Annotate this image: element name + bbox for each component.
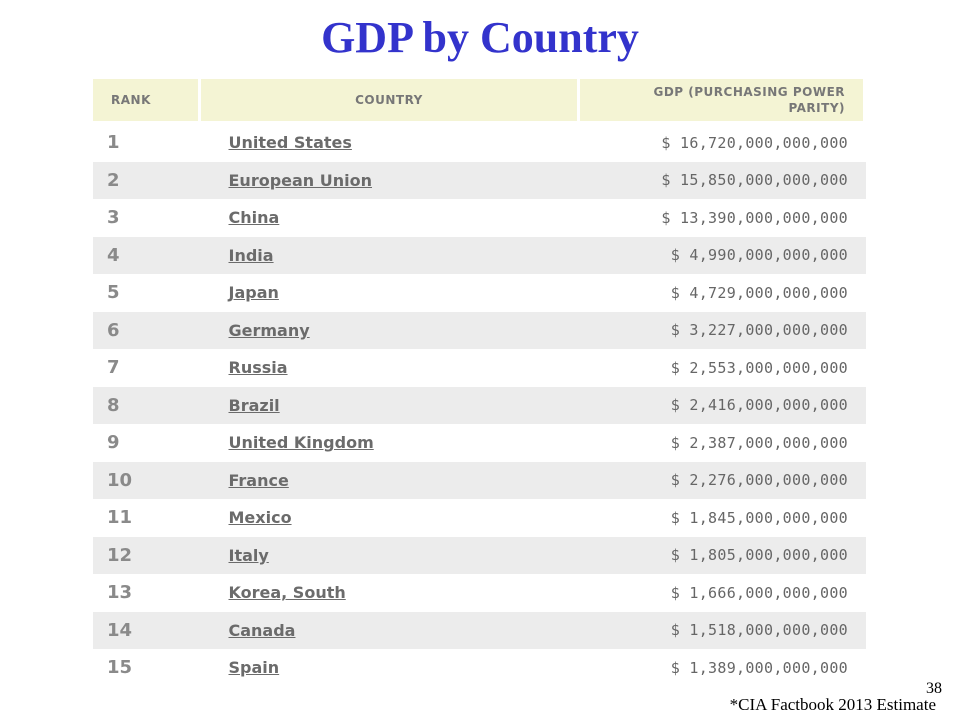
table-body: 1 United States $ 16,720,000,000,000 2 Europ… <box>93 124 866 687</box>
gdp-cell: $ 2,276,000,000,000 <box>578 461 866 499</box>
country-cell: Italy <box>199 536 579 574</box>
gdp-cell: $ 3,227,000,000,000 <box>578 311 866 349</box>
country-link[interactable]: India <box>228 245 274 265</box>
country-link[interactable]: China <box>228 208 280 228</box>
table-row: 7 Russia $ 2,553,000,000,000 <box>93 349 866 387</box>
table-header-row: RANK COUNTRY GDP (PURCHASING POWER PARIT… <box>93 79 866 121</box>
table-row: 9 United Kingdom $ 2,387,000,000,000 <box>93 424 866 462</box>
country-link[interactable]: Brazil <box>228 395 280 415</box>
rank-cell: 10 <box>93 461 200 499</box>
country-link[interactable]: United States <box>228 133 352 153</box>
rank-cell: 15 <box>93 649 200 687</box>
table-row: 15 Spain $ 1,389,000,000,000 <box>93 649 866 687</box>
header-gdp: GDP (PURCHASING POWER PARITY) <box>578 79 866 121</box>
gdp-cell: $ 13,390,000,000,000 <box>578 199 866 237</box>
gdp-table: RANK COUNTRY GDP (PURCHASING POWER PARIT… <box>93 79 866 687</box>
country-link[interactable]: France <box>228 470 289 490</box>
gdp-cell: $ 1,389,000,000,000 <box>578 649 866 687</box>
gdp-cell: $ 15,850,000,000,000 <box>578 161 866 199</box>
gdp-cell: $ 1,805,000,000,000 <box>578 536 866 574</box>
header-country: COUNTRY <box>199 79 580 121</box>
header-spacer <box>93 121 866 124</box>
table-row: 1 United States $ 16,720,000,000,000 <box>93 124 866 162</box>
rank-cell: 13 <box>93 574 200 612</box>
country-link[interactable]: Japan <box>228 283 279 303</box>
country-cell: India <box>199 236 579 274</box>
country-cell: Spain <box>199 649 579 687</box>
rank-cell: 1 <box>93 124 200 162</box>
gdp-cell: $ 1,518,000,000,000 <box>578 611 866 649</box>
country-link[interactable]: Russia <box>228 358 288 378</box>
gdp-cell: $ 2,387,000,000,000 <box>578 424 866 462</box>
gdp-cell: $ 4,990,000,000,000 <box>578 236 866 274</box>
header-end-cap <box>864 79 866 121</box>
rank-cell: 3 <box>93 199 200 237</box>
rank-cell: 5 <box>93 274 200 312</box>
rank-cell: 12 <box>93 536 200 574</box>
table-row: 13 Korea, South $ 1,666,000,000,000 <box>93 574 866 612</box>
gdp-cell: $ 16,720,000,000,000 <box>578 124 866 162</box>
rank-cell: 7 <box>93 349 200 387</box>
rank-cell: 6 <box>93 311 200 349</box>
table-row: 5 Japan $ 4,729,000,000,000 <box>93 274 866 312</box>
table-row: 10 France $ 2,276,000,000,000 <box>93 461 866 499</box>
country-link[interactable]: United Kingdom <box>228 433 374 453</box>
gdp-cell: $ 4,729,000,000,000 <box>578 274 866 312</box>
gdp-cell: $ 2,416,000,000,000 <box>578 386 866 424</box>
table-row: 11 Mexico $ 1,845,000,000,000 <box>93 499 866 537</box>
header-gdp-line2: PARITY) <box>788 101 845 115</box>
table-row: 3 China $ 13,390,000,000,000 <box>93 199 866 237</box>
country-cell: China <box>199 199 579 237</box>
country-link[interactable]: Korea, South <box>228 583 346 603</box>
country-cell: European Union <box>199 161 579 199</box>
rank-cell: 2 <box>93 161 200 199</box>
country-cell: Korea, South <box>199 574 579 612</box>
country-cell: Russia <box>199 349 579 387</box>
country-link[interactable]: Italy <box>228 545 269 565</box>
table-row: 2 European Union $ 15,850,000,000,000 <box>93 161 866 199</box>
country-cell: United Kingdom <box>199 424 579 462</box>
header-gdp-line1: GDP (PURCHASING POWER <box>653 85 845 99</box>
country-cell: Mexico <box>199 499 579 537</box>
rank-cell: 4 <box>93 236 200 274</box>
rank-cell: 9 <box>93 424 200 462</box>
country-cell: Japan <box>199 274 579 312</box>
page-number: 38 <box>926 680 942 697</box>
country-link[interactable]: Germany <box>228 320 310 340</box>
country-link[interactable]: Spain <box>228 658 280 678</box>
header-rank: RANK <box>93 79 201 121</box>
gdp-cell: $ 2,553,000,000,000 <box>578 349 866 387</box>
country-cell: Germany <box>199 311 579 349</box>
table-row: 8 Brazil $ 2,416,000,000,000 <box>93 386 866 424</box>
country-cell: United States <box>199 124 579 162</box>
country-cell: France <box>199 461 579 499</box>
source-note: *CIA Factbook 2013 Estimate <box>729 695 936 714</box>
table-row: 12 Italy $ 1,805,000,000,000 <box>93 536 866 574</box>
rank-cell: 14 <box>93 611 200 649</box>
rank-cell: 11 <box>93 499 200 537</box>
table-row: 14 Canada $ 1,518,000,000,000 <box>93 611 866 649</box>
table-row: 6 Germany $ 3,227,000,000,000 <box>93 311 866 349</box>
country-cell: Canada <box>199 611 579 649</box>
gdp-cell: $ 1,845,000,000,000 <box>578 499 866 537</box>
gdp-table-container: RANK COUNTRY GDP (PURCHASING POWER PARIT… <box>93 79 866 687</box>
rank-cell: 8 <box>93 386 200 424</box>
table-row: 4 India $ 4,990,000,000,000 <box>93 236 866 274</box>
slide-title: GDP by Country <box>321 13 639 62</box>
country-link[interactable]: European Union <box>228 170 373 190</box>
country-link[interactable]: Mexico <box>228 508 292 528</box>
gdp-cell: $ 1,666,000,000,000 <box>578 574 866 612</box>
country-link[interactable]: Canada <box>228 620 296 640</box>
country-cell: Brazil <box>199 386 579 424</box>
